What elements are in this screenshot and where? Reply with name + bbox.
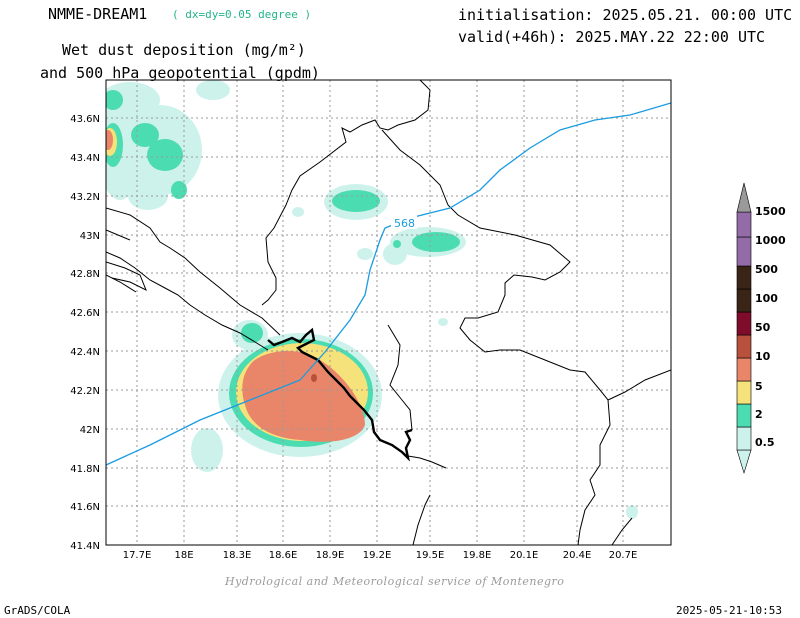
lon-label: 20.7E bbox=[609, 550, 638, 561]
coastline-montenegro bbox=[267, 327, 413, 462]
map-frame bbox=[105, 79, 672, 546]
lat-label: 41.4N bbox=[70, 541, 100, 552]
colorbar bbox=[736, 182, 752, 475]
lon-label: 18E bbox=[174, 550, 193, 561]
colorbar-label: 2 bbox=[755, 408, 763, 421]
lat-label: 42.4N bbox=[70, 347, 100, 358]
lat-label: 41.8N bbox=[70, 464, 100, 475]
colorbar-swatch bbox=[736, 357, 752, 382]
field-level-10 bbox=[106, 130, 365, 442]
lat-axis-labels: 43.6N 43.4N 43.2N 43N 42.8N 42.6N 42.4N … bbox=[70, 114, 100, 552]
lon-label: 18.9E bbox=[316, 550, 345, 561]
deposition-field bbox=[106, 80, 638, 519]
colorbar-label: 1500 bbox=[755, 205, 786, 218]
title-line-1: Wet dust deposition (mg/m²) bbox=[62, 41, 306, 59]
lat-label: 43N bbox=[80, 231, 100, 242]
lon-label: 19.2E bbox=[363, 550, 392, 561]
graticule bbox=[106, 80, 671, 545]
lat-label: 42.2N bbox=[70, 386, 100, 397]
geopotential-contour bbox=[106, 102, 671, 466]
colorbar-label: 10 bbox=[755, 350, 771, 363]
title-line-2: and 500 hPa geopotential (gpdm) bbox=[40, 64, 320, 82]
resolution-label: ( dx=dy=0.05 degree ) bbox=[172, 8, 312, 21]
lat-label: 42N bbox=[80, 425, 100, 436]
colorbar-label: 0.5 bbox=[755, 436, 775, 449]
colorbar-label: 500 bbox=[755, 263, 778, 276]
lon-axis-labels: 17.7E 18E 18.3E 18.6E 18.9E 19.2E 19.5E … bbox=[123, 550, 638, 561]
colorbar-label: 50 bbox=[755, 321, 771, 334]
colorbar-bottom-arrow bbox=[736, 449, 752, 475]
lon-label: 19.5E bbox=[416, 550, 445, 561]
colorbar-swatch bbox=[736, 211, 752, 238]
model-name: NMME-DREAM1 bbox=[48, 5, 148, 23]
colorbar-label: 1000 bbox=[755, 234, 786, 247]
colorbar-swatch bbox=[736, 426, 752, 451]
field-level-50 bbox=[311, 374, 317, 382]
colorbar-top-arrow bbox=[736, 182, 752, 213]
colorbar-swatch bbox=[736, 311, 752, 336]
lon-label: 18.3E bbox=[223, 550, 252, 561]
colorbar-swatch bbox=[736, 334, 752, 359]
lat-label: 43.4N bbox=[70, 153, 100, 164]
colorbar-swatch bbox=[736, 380, 752, 405]
colorbar-label: 5 bbox=[755, 380, 763, 393]
lat-label: 42.6N bbox=[70, 308, 100, 319]
software-label: GrADS/COLA bbox=[4, 604, 71, 617]
lon-label: 18.6E bbox=[269, 550, 298, 561]
country-borders bbox=[106, 80, 671, 545]
colorbar-label: 100 bbox=[755, 292, 778, 305]
colorbar-labels: 0.5 2 5 10 50 100 500 1000 1500 bbox=[755, 205, 786, 449]
credit-text: Hydrological and Meteorological service … bbox=[225, 575, 565, 588]
contour-label: 568 bbox=[394, 217, 415, 230]
lon-label: 20.1E bbox=[510, 550, 539, 561]
init-time: initialisation: 2025.05.21. 00:00 UTC bbox=[458, 6, 793, 24]
colorbar-swatch bbox=[736, 288, 752, 313]
colorbar-swatch bbox=[736, 403, 752, 428]
render-timestamp: 2025-05-21-10:53 bbox=[676, 604, 782, 617]
lon-label: 17.7E bbox=[123, 550, 152, 561]
lat-label: 43.6N bbox=[70, 114, 100, 125]
contour-label-bg bbox=[391, 215, 417, 229]
colorbar-swatch bbox=[736, 236, 752, 267]
lat-label: 43.2N bbox=[70, 192, 100, 203]
colorbar-swatch bbox=[736, 265, 752, 290]
lon-label: 20.4E bbox=[563, 550, 592, 561]
lat-label: 42.8N bbox=[70, 269, 100, 280]
valid-time: valid(+46h): 2025.MAY.22 22:00 UTC bbox=[458, 28, 766, 46]
lat-label: 41.6N bbox=[70, 502, 100, 513]
lon-label: 19.8E bbox=[463, 550, 492, 561]
